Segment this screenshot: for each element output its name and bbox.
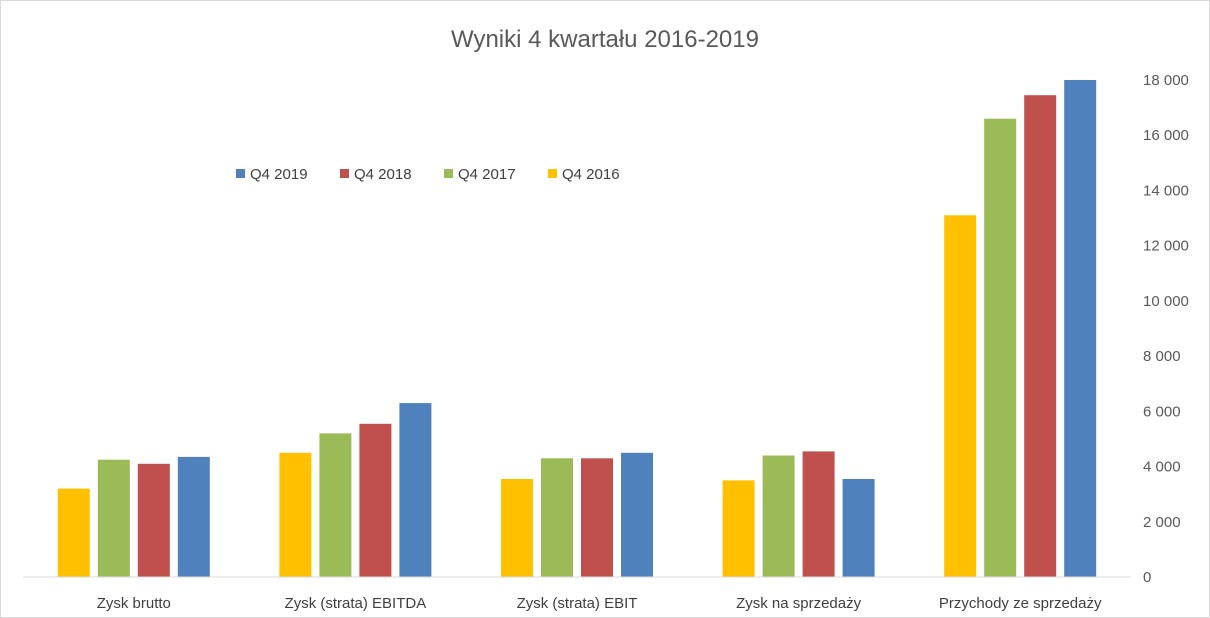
y-tick-label: 10 000 [1143, 293, 1189, 310]
bar-q4-2019-cat-3 [842, 479, 875, 577]
bar-q4-2019-cat-0 [177, 456, 210, 577]
legend-swatch [444, 169, 453, 178]
bar-q4-2016-cat-1 [279, 452, 312, 578]
bar-q4-2018-cat-0 [137, 463, 170, 577]
legend-label: Q4 2016 [562, 166, 620, 183]
bar-q4-2016-cat-3 [722, 480, 755, 577]
bar-q4-2019-cat-1 [399, 403, 432, 577]
y-tick-label: 4 000 [1143, 459, 1181, 476]
x-category-label: Zysk na sprzedaży [736, 595, 862, 612]
bar-q4-2019-cat-4 [1064, 80, 1097, 577]
bar-q4-2016-cat-0 [57, 488, 90, 577]
x-axis-labels: Zysk brutto Zysk (strata) EBITDA Zysk (str… [97, 595, 1102, 612]
legend-label: Q4 2018 [354, 166, 412, 183]
x-category-label: Zysk (strata) EBIT [517, 595, 638, 612]
bar-q4-2017-cat-2 [541, 458, 573, 577]
y-tick-label: 16 000 [1143, 127, 1189, 144]
bar-q4-2019-cat-2 [621, 452, 653, 578]
y-tick-label: 8 000 [1143, 348, 1181, 365]
bars-group [57, 80, 1097, 578]
legend-swatch [548, 169, 557, 178]
bar-q4-2018-cat-1 [359, 423, 392, 577]
bar-q4-2018-cat-3 [802, 451, 835, 577]
x-category-label: Przychody ze sprzedaży [939, 595, 1102, 612]
y-tick-label: 14 000 [1143, 182, 1189, 199]
y-axis-ticks: 0 2 000 4 000 6 000 8 000 10 000 12 000 14 000 1… [1143, 72, 1189, 586]
legend-swatch [236, 169, 245, 178]
bar-q4-2018-cat-4 [1024, 95, 1057, 577]
bar-q4-2017-cat-3 [762, 455, 795, 577]
bar-q4-2017-cat-0 [97, 459, 130, 577]
x-category-label: Zysk (strata) EBITDA [285, 595, 427, 612]
bar-q4-2018-cat-2 [581, 458, 613, 577]
bar-q4-2016-cat-2 [501, 479, 533, 577]
legend-label: Q4 2017 [458, 166, 516, 183]
y-tick-label: 0 [1143, 569, 1151, 586]
x-category-label: Zysk brutto [97, 595, 171, 612]
chart-title: Wyniki 4 kwartału 2016-2019 [451, 26, 759, 53]
y-tick-label: 6 000 [1143, 403, 1181, 420]
bar-q4-2017-cat-4 [984, 118, 1017, 577]
y-tick-label: 18 000 [1143, 72, 1189, 89]
legend-label: Q4 2019 [250, 166, 308, 183]
legend-swatch [340, 169, 349, 178]
y-tick-label: 12 000 [1143, 238, 1189, 255]
bar-q4-2016-cat-4 [944, 215, 977, 578]
y-tick-label: 2 000 [1143, 514, 1181, 531]
bar-q4-2017-cat-1 [319, 433, 352, 577]
legend: Q4 2019 Q4 2018 Q4 2017 Q4 2016 [236, 166, 620, 183]
